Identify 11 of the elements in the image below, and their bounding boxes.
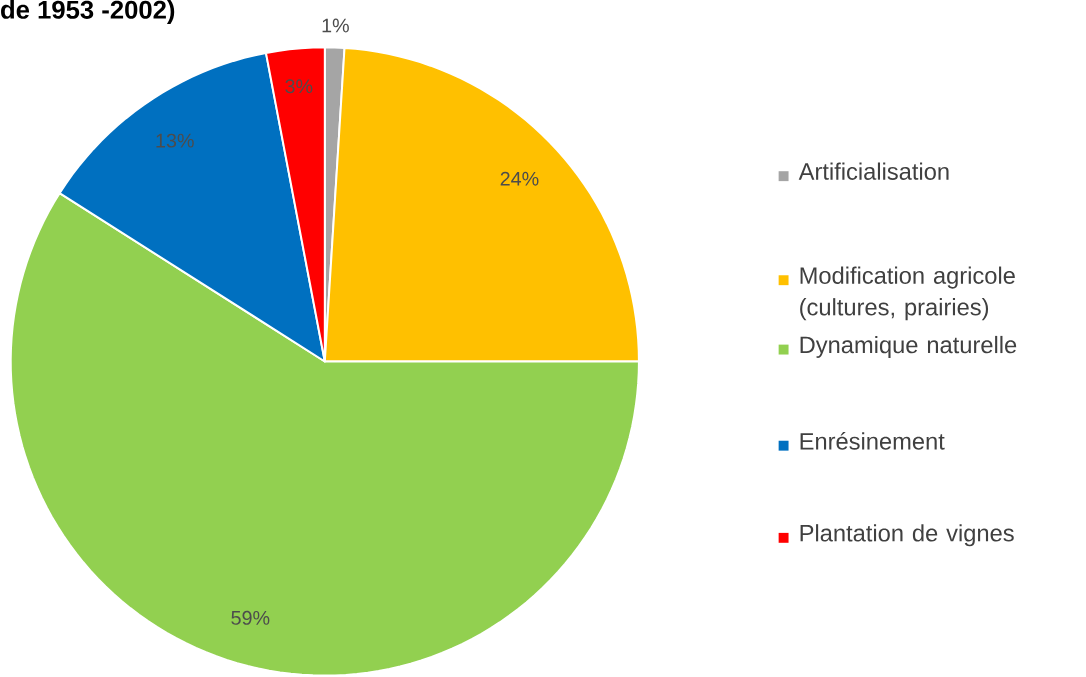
- chart-title: de 1953 -2002): [1, 0, 175, 25]
- data-label: 1%: [322, 18, 349, 33]
- legend-label: Dynamique naturelle: [800, 336, 1017, 359]
- legend-label: Modification agricole (cultures, prairies): [800, 266, 1015, 321]
- data-label: 24%: [500, 171, 539, 186]
- legend-label: Artificialisation: [798, 162, 949, 181]
- legend-label: Enrésinement: [800, 432, 945, 450]
- data-label: 3%: [285, 79, 313, 94]
- data-label: 13%: [156, 133, 194, 148]
- legend-label: Plantation de vignes: [800, 524, 1014, 547]
- data-label: 59%: [231, 611, 270, 626]
